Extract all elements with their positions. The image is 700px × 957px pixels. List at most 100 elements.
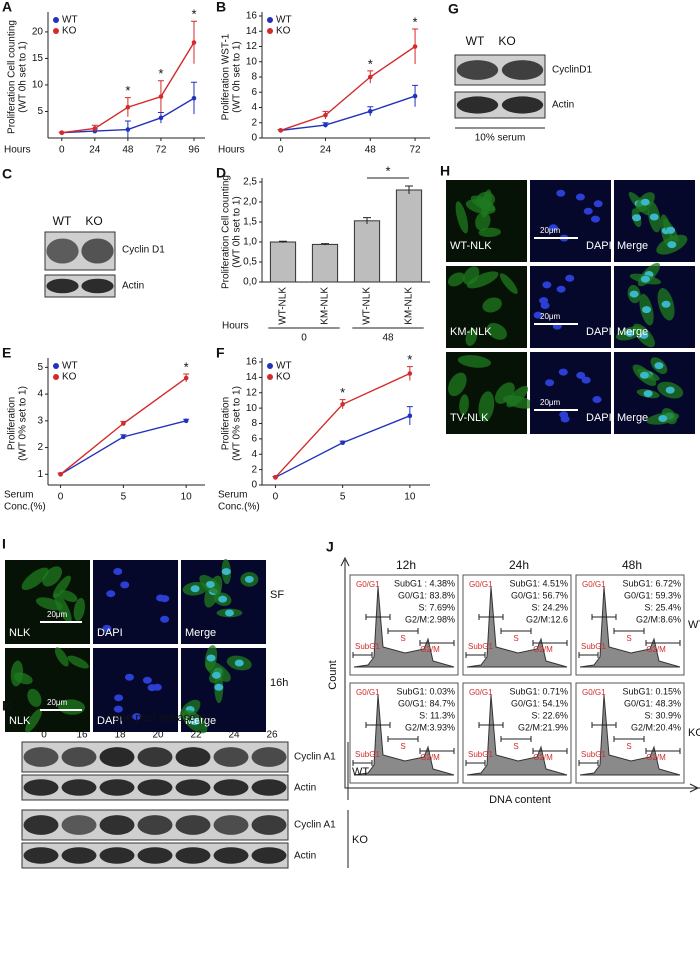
cell [494,382,515,404]
cell [459,394,469,415]
panel-letter: D [216,165,226,181]
y-axis-label: Proliferation Cell counting [221,175,232,289]
gate-label: S [626,634,631,643]
row-label: WT [688,619,700,631]
cell [447,272,465,287]
gate-label: SubG1 [468,750,493,759]
point [367,109,373,114]
x-tick-label: 72 [155,145,167,156]
scale-bar-label: 20μm [47,698,68,707]
blot-band [251,779,287,796]
lane-label: WT [53,214,72,228]
nucleus [244,575,254,583]
legend-label: WT [62,15,78,26]
legend-label: WT [62,361,78,372]
y-tick-label: 16 [246,357,258,368]
gate [419,640,455,646]
flow-stat: SubG1: 0.71% [509,686,568,696]
cell [499,273,518,294]
x-axis-label: Conc.(%) [218,502,260,513]
band-label: Actin [122,281,144,292]
x-tick-label: 10 [181,492,193,503]
y-tick-label: 12 [246,41,258,52]
legend-marker [53,17,59,23]
column-title: 12h [396,558,416,572]
gate-label: SubG1 [355,750,380,759]
blot-band [213,779,249,796]
point [58,472,63,477]
significance-star: * [368,56,373,71]
gate-label: G0/G1 [582,688,606,697]
blot-band [251,747,287,767]
gate [500,628,532,634]
significance-star: * [184,359,189,374]
x-tick-label: 48 [365,145,377,156]
cell [457,355,492,368]
error-bar [405,185,413,194]
gate [365,614,391,620]
y-tick-label: 10 [32,80,44,91]
gate [419,748,455,754]
gate [591,614,617,620]
nucleus [120,581,130,589]
blot-band [175,747,211,767]
x-tick-label: 10 [404,492,416,503]
y-tick-label: 1 [37,469,43,480]
nucleus [548,224,558,232]
histogram [466,694,568,776]
cell [478,391,495,422]
cell [52,575,71,598]
y-tick-label: 4 [37,389,43,400]
nucleus [190,585,200,593]
gate-label: SubG1 [355,642,380,651]
cell [448,372,467,397]
point [340,401,345,407]
y-tick-label: 15 [32,53,44,64]
series-line [60,420,187,475]
nucleus [205,581,215,589]
point [191,40,197,45]
gate-label: S [400,634,405,643]
blot-band [81,278,114,294]
gate [387,628,419,634]
x-tick-label: 0 [278,145,284,156]
x-tick-label: 24 [320,145,332,156]
cell [465,328,478,346]
gate-label: G2/M [646,645,666,654]
y-tick-label: 12 [246,387,258,398]
flow-stat: G0/G1: 59.3% [624,590,681,600]
row-label: 16h [270,677,288,689]
blot-band [501,60,544,80]
condition-label: 10% serum [475,133,526,144]
lane-label: KO [498,34,515,48]
nucleus [632,214,642,222]
channel-label: Merge [185,627,216,639]
x-tick-label: 0 [59,145,65,156]
gate [352,652,373,658]
x-tick-label: 0 [58,492,64,503]
y-tick-label: 2 [251,464,257,475]
flow-stat: G2/M:2.98% [405,614,455,624]
y-axis-label: (WT 0h set to 1) [232,196,243,268]
significance-star: * [125,83,130,98]
cell [25,708,42,733]
nucleus [124,673,134,681]
flow-stat: G0/G1: 48.3% [624,698,681,708]
y-tick-label: 0 [251,480,257,491]
flow-stat: S: 24.2% [531,602,568,612]
flow-stat: G2/M:20.4% [631,722,681,732]
legend-marker [53,363,59,369]
bar [395,189,423,283]
panel-letter: G [448,1,459,17]
error-bar [363,217,371,224]
nucleus [218,595,228,603]
point [407,413,413,419]
x-tick-label: 96 [188,145,200,156]
channel-label: Merge [617,412,648,424]
flow-stat: G0/G1: 54.1% [511,698,568,708]
y-axis-label: Proliferation [7,397,18,450]
scale-bar-label: 20μm [540,398,561,407]
row-label: WT-NLK [450,240,492,252]
nucleus [667,241,677,249]
blot-title: Time post release (h) [108,712,212,724]
